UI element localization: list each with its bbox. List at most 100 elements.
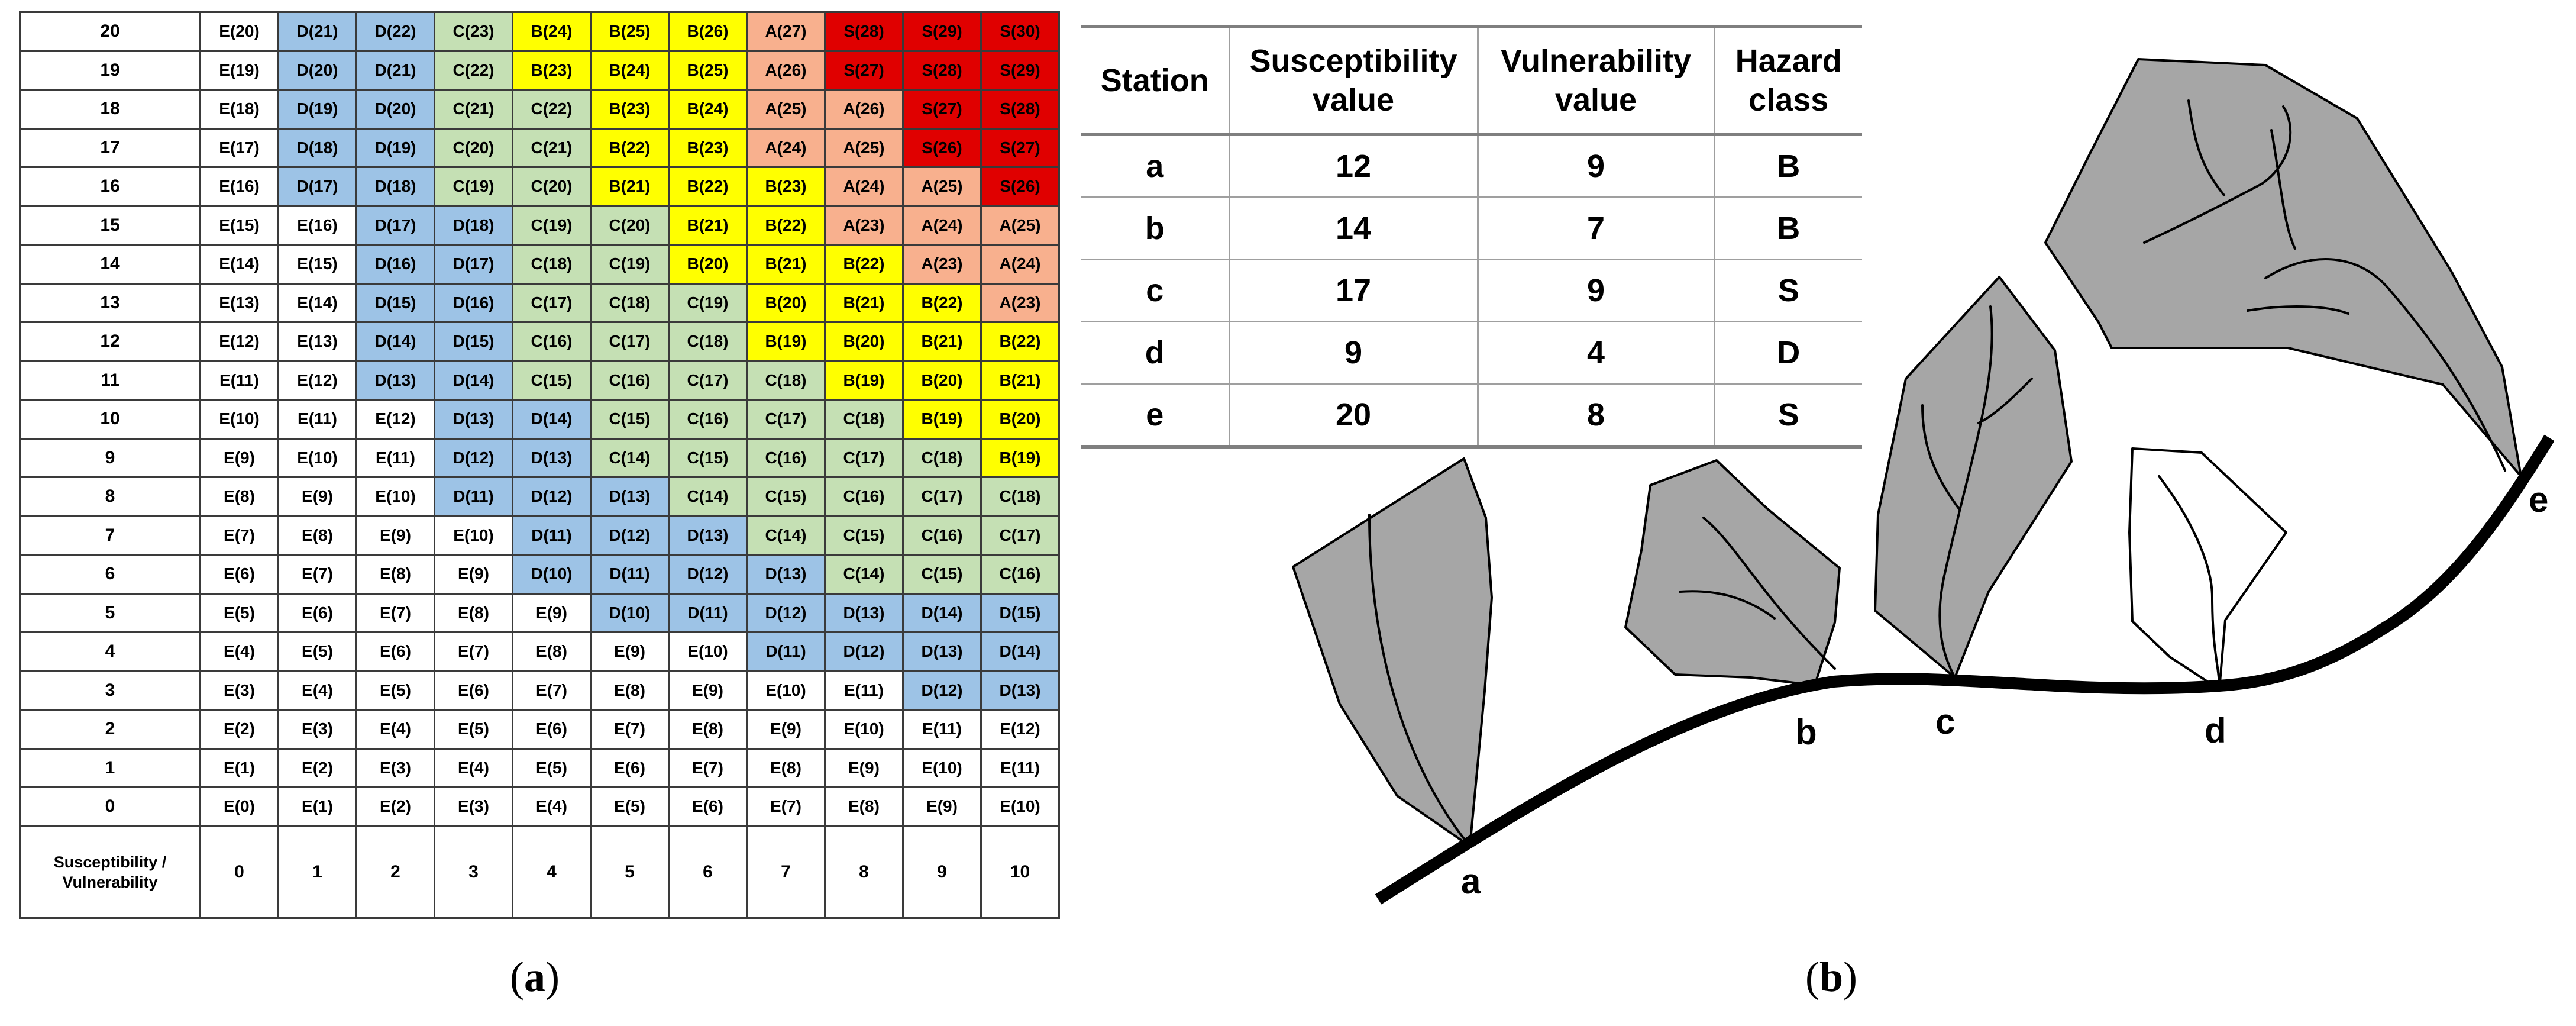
- station-label-e: e: [2529, 480, 2548, 520]
- matrix-row: 14 E(14) E(15) D(16) D(17) C(18) C(19) B(20) B(2…: [19, 244, 1060, 285]
- matrix-row: 15 E(15) E(16) D(17) D(18) C(19) C(20) B(21) B(2…: [19, 205, 1060, 246]
- matrix-cell: D(15): [980, 592, 1060, 633]
- matrix-cell: D(13): [824, 592, 904, 633]
- matrix-cell: E(4): [434, 747, 513, 788]
- matrix-cell: C(16): [980, 554, 1060, 595]
- matrix-cell: B(24): [590, 50, 670, 91]
- station-row: b 14 7 B: [1081, 197, 1862, 260]
- matrix-cell: E(5): [355, 670, 435, 711]
- matrix-cell: A(25): [824, 127, 904, 168]
- matrix-cell: D(15): [355, 282, 435, 323]
- matrix-cell: D(10): [590, 592, 670, 633]
- matrix-cell: E(10): [668, 631, 748, 672]
- matrix-cell: E(9): [824, 747, 904, 788]
- basin-c-drainage: [1938, 305, 1993, 679]
- matrix-cell: D(14): [902, 592, 982, 633]
- matrix-cell: D(11): [668, 592, 748, 633]
- matrix-cell: C(22): [512, 89, 592, 130]
- susceptibility-row-label: 18: [19, 89, 201, 130]
- matrix-cell: E(18): [199, 89, 279, 130]
- basin-e-drainage: [2247, 305, 2349, 315]
- matrix-cell: C(15): [746, 476, 826, 517]
- matrix-cell: D(14): [980, 631, 1060, 672]
- matrix-cell: B(26): [668, 11, 748, 52]
- basin-a-drainage: [1368, 514, 1471, 847]
- basin-e-drainage: [2187, 99, 2225, 196]
- matrix-cell: B(20): [824, 321, 904, 362]
- matrix-cell: B(23): [590, 89, 670, 130]
- matrix-cell: B(25): [668, 50, 748, 91]
- susceptibility-row-label: 9: [19, 437, 201, 478]
- susceptibility-row-label: 0: [19, 786, 201, 827]
- matrix-cell: D(11): [746, 631, 826, 672]
- matrix-cell: S(30): [980, 11, 1060, 52]
- matrix-cell: C(21): [434, 89, 513, 130]
- matrix-cell: S(26): [902, 127, 982, 168]
- matrix-cell: E(10): [199, 399, 279, 440]
- matrix-cell: E(12): [355, 399, 435, 440]
- vulnerability-column-label: 4: [512, 825, 592, 919]
- matrix-cell: E(9): [512, 592, 592, 633]
- matrix-row: 17 E(17) D(18) D(19) C(20) C(21) B(22) B(23) A(2…: [19, 127, 1060, 168]
- matrix-cell: C(17): [824, 437, 904, 478]
- matrix-cell: C(15): [590, 399, 670, 440]
- matrix-row: 3 E(3) E(4) E(5) E(6) E(7) E(8) E(9) E(10) E(11) D…: [19, 670, 1060, 711]
- matrix-row: 7 E(7) E(8) E(9) E(10) D(11) D(12) D(13) C(14) C(…: [19, 515, 1060, 556]
- matrix-cell: E(8): [668, 709, 748, 750]
- matrix-row: 0 E(0) E(1) E(2) E(3) E(4) E(5) E(6) E(7) E(8) E(9…: [19, 786, 1060, 827]
- susceptibility-value: 20: [1229, 383, 1479, 449]
- matrix-cell: E(8): [590, 670, 670, 711]
- matrix-cell: A(24): [824, 166, 904, 207]
- vulnerability-column-label: 1: [277, 825, 357, 919]
- matrix-cell: C(18): [512, 244, 592, 285]
- matrix-cell: E(8): [746, 747, 826, 788]
- matrix-cell: D(21): [277, 11, 357, 52]
- matrix-row: 10 E(10) E(11) E(12) D(13) D(14) C(15) C(16) C(1…: [19, 399, 1060, 440]
- matrix-cell: D(17): [434, 244, 513, 285]
- matrix-cell: E(10): [746, 670, 826, 711]
- susceptibility-value: 12: [1229, 134, 1479, 198]
- matrix-cell: D(12): [590, 515, 670, 556]
- susceptibility-value: 14: [1229, 197, 1479, 260]
- basin-a-shape: [1292, 457, 1493, 847]
- matrix-cell: E(1): [277, 786, 357, 827]
- hazard-matrix-table: 20 E(20) D(21) D(22) C(23) B(24) B(25) B(26) A(2…: [19, 11, 1060, 919]
- hazard-class-value: B: [1714, 134, 1862, 198]
- matrix-cell: C(19): [512, 205, 592, 246]
- susceptibility-row-label: 1: [19, 747, 201, 788]
- susceptibility-row-label: 12: [19, 321, 201, 362]
- matrix-cell: E(5): [199, 592, 279, 633]
- matrix-cell: E(8): [434, 592, 513, 633]
- matrix-cell: E(7): [590, 709, 670, 750]
- matrix-cell: C(17): [746, 399, 826, 440]
- matrix-cell: S(27): [902, 89, 982, 130]
- matrix-cell: C(18): [746, 360, 826, 401]
- matrix-cell: C(18): [668, 321, 748, 362]
- matrix-cell: B(19): [824, 360, 904, 401]
- matrix-cell: E(11): [199, 360, 279, 401]
- matrix-cell: E(4): [277, 670, 357, 711]
- basin-c-shape: [1874, 276, 2073, 679]
- matrix-cell: E(15): [277, 244, 357, 285]
- basin-b-shape: [1624, 459, 1841, 686]
- basin-e-drainage: [2143, 105, 2292, 244]
- matrix-cell: C(18): [902, 437, 982, 478]
- susceptibility-row-label: 4: [19, 631, 201, 672]
- vulnerability-column-label: 5: [590, 825, 670, 919]
- matrix-cell: S(27): [824, 50, 904, 91]
- matrix-cell: S(28): [824, 11, 904, 52]
- hazard-class-value: B: [1714, 197, 1862, 260]
- matrix-cell: A(25): [902, 166, 982, 207]
- hazard-class-column-header: Hazard class: [1714, 25, 1862, 136]
- basin-c-drainage: [1921, 404, 1960, 510]
- matrix-cell: D(10): [512, 554, 592, 595]
- matrix-header-row: Susceptibility / Vulnerability 0 1 2 3 4 5 6 7 8 9…: [19, 825, 1060, 919]
- matrix-cell: A(25): [746, 89, 826, 130]
- station-name: e: [1081, 383, 1230, 449]
- matrix-cell: E(3): [199, 670, 279, 711]
- matrix-cell: C(20): [512, 166, 592, 207]
- matrix-cell: D(12): [902, 670, 982, 711]
- matrix-row: 9 E(9) E(10) E(11) D(12) D(13) C(14) C(15) C(16)…: [19, 437, 1060, 478]
- matrix-cell: E(3): [277, 709, 357, 750]
